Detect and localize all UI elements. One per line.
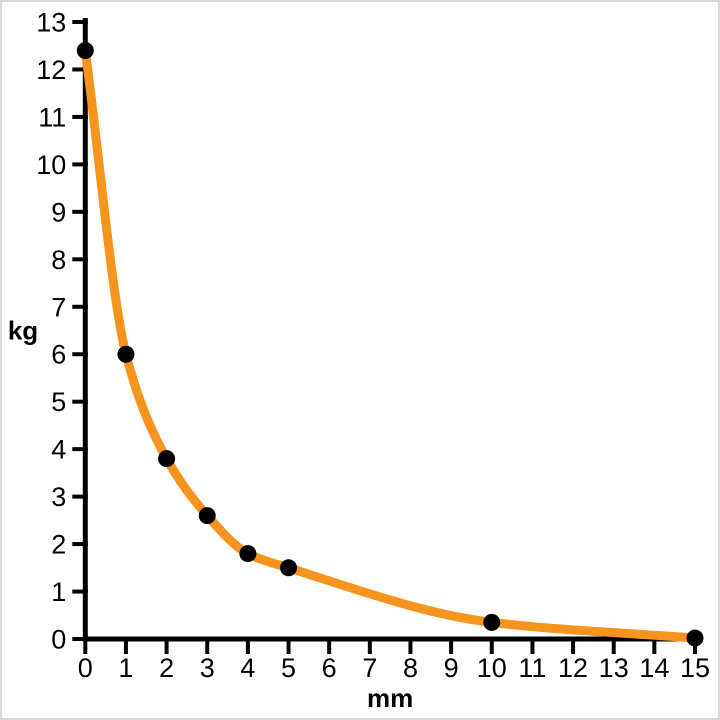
y-tick-label: 0 — [51, 625, 66, 655]
y-tick-label: 7 — [51, 292, 66, 322]
y-tick-label: 10 — [36, 150, 66, 180]
y-tick-label: 8 — [51, 245, 66, 275]
data-point — [280, 559, 298, 577]
data-point — [483, 613, 501, 631]
data-point — [117, 345, 135, 363]
y-axis-label: kg — [8, 316, 38, 346]
data-point — [158, 450, 176, 468]
x-tick-label: 3 — [200, 653, 215, 683]
y-tick-label: 9 — [51, 197, 66, 227]
y-tick-label: 6 — [51, 340, 66, 370]
y-tick-label: 2 — [51, 530, 66, 560]
x-tick-label: 12 — [558, 653, 588, 683]
x-tick-label: 7 — [362, 653, 377, 683]
y-tick-label: 11 — [38, 102, 66, 132]
x-tick-label: 0 — [78, 653, 93, 683]
y-tick-label: 12 — [36, 55, 66, 85]
x-tick-label: 5 — [281, 653, 296, 683]
x-tick-label: 4 — [240, 653, 255, 683]
x-tick-label: 9 — [444, 653, 459, 683]
x-tick-label: 11 — [518, 653, 546, 683]
x-tick-label: 10 — [477, 653, 507, 683]
y-tick-label: 13 — [36, 8, 66, 38]
x-tick-label: 14 — [639, 653, 669, 683]
x-tick-label: 6 — [322, 653, 337, 683]
y-tick-label: 4 — [51, 435, 66, 465]
x-tick-label: 13 — [599, 653, 629, 683]
x-tick-label: 8 — [403, 653, 418, 683]
x-axis-label: mm — [367, 683, 413, 713]
y-tick-label: 3 — [51, 482, 66, 512]
data-curve — [80, 45, 700, 643]
y-tick-label: 1 — [51, 577, 66, 607]
data-point — [686, 629, 704, 647]
data-point — [198, 507, 216, 525]
x-tick-label: 1 — [118, 653, 133, 683]
x-tick-label: 2 — [159, 653, 174, 683]
data-point — [239, 545, 257, 563]
y-tick-label: 5 — [51, 387, 66, 417]
x-tick-label: 15 — [680, 653, 710, 683]
data-point — [76, 41, 94, 59]
